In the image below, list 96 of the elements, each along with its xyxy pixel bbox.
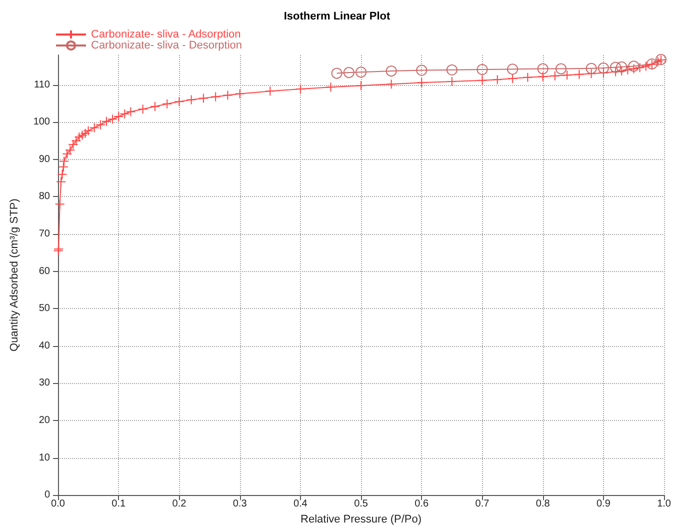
x-tick-label: 0.6 — [414, 498, 430, 510]
point — [610, 62, 622, 73]
point — [652, 56, 663, 67]
legend-label: Carbonizate- sliva - Desorption — [91, 40, 242, 52]
point — [538, 72, 548, 82]
point — [114, 112, 124, 122]
y-tick-label: 10 — [38, 452, 50, 464]
point — [174, 96, 184, 107]
point — [356, 66, 367, 78]
point — [522, 72, 533, 82]
point — [326, 82, 336, 92]
y-tick-label: 80 — [38, 191, 50, 202]
point — [628, 60, 640, 72]
point — [492, 74, 502, 85]
x-tick-label: 0.7 — [475, 498, 490, 510]
point — [59, 156, 70, 166]
y-tick-label: 40 — [38, 340, 50, 352]
x-tick-label: 0.8 — [536, 498, 550, 510]
chart-title: Isotherm Linear Plot — [284, 10, 391, 22]
x-tick-label: 0.9 — [596, 498, 611, 510]
point — [58, 162, 68, 172]
point — [616, 66, 627, 76]
point — [222, 90, 233, 100]
point — [265, 86, 276, 96]
point — [331, 68, 342, 79]
y-tick-label: 20 — [38, 415, 50, 426]
point — [150, 101, 160, 112]
legend-label: Carbonizate- sliva - Adsorption — [91, 28, 241, 40]
point — [416, 78, 427, 88]
y-axis-title: Quantity Adsorbed (cm³/g STP) — [8, 198, 20, 352]
point — [62, 148, 72, 159]
point — [343, 67, 354, 78]
point — [234, 88, 245, 99]
point — [628, 64, 639, 74]
point — [556, 63, 567, 74]
point — [108, 114, 118, 124]
point — [83, 126, 94, 136]
y-tick-label: 30 — [38, 378, 50, 389]
point — [95, 120, 106, 130]
y-tick-label: 100 — [33, 116, 50, 128]
x-tick-label: 0.5 — [354, 498, 368, 510]
point — [416, 64, 428, 76]
point — [120, 108, 130, 119]
point — [126, 106, 136, 117]
y-tick-label: 90 — [38, 154, 50, 165]
point — [356, 80, 366, 91]
point — [507, 64, 518, 75]
x-axis-title: Relative Pressure (P/Po) — [300, 514, 422, 526]
point — [574, 69, 584, 80]
x-tick-label: 0.3 — [232, 498, 248, 510]
point — [550, 70, 560, 81]
point — [598, 68, 608, 78]
point — [65, 145, 76, 156]
point — [640, 61, 651, 72]
point — [68, 140, 78, 150]
x-tick-label: 0.2 — [172, 498, 187, 510]
point — [74, 132, 84, 142]
point — [295, 84, 306, 94]
point — [586, 62, 597, 74]
point — [56, 176, 66, 187]
point — [77, 130, 88, 140]
point — [476, 64, 488, 76]
point — [537, 63, 548, 74]
point — [198, 93, 208, 104]
point — [508, 73, 518, 84]
point — [477, 75, 488, 86]
point — [162, 98, 172, 109]
point — [71, 136, 82, 146]
point — [138, 104, 148, 114]
point — [634, 62, 645, 73]
y-tick-label: 70 — [38, 228, 50, 240]
point — [616, 61, 628, 72]
x-tick-label: 0.4 — [293, 498, 308, 510]
point — [598, 62, 609, 74]
point — [562, 70, 572, 80]
point — [622, 64, 633, 75]
x-tick-label: 0.0 — [51, 498, 66, 510]
point — [210, 92, 221, 102]
point — [89, 122, 100, 133]
point — [446, 64, 458, 76]
point — [186, 94, 196, 105]
x-tick-label: 1.0 — [657, 498, 672, 510]
point — [386, 79, 396, 90]
y-tick-label: 110 — [34, 79, 50, 90]
x-tick-label: 0.1 — [112, 498, 126, 510]
point — [101, 116, 112, 126]
point — [586, 68, 596, 79]
point — [80, 128, 90, 138]
point — [610, 66, 621, 77]
point — [386, 66, 397, 77]
point — [57, 169, 68, 180]
y-tick-label: 0 — [44, 490, 50, 501]
point — [446, 76, 457, 86]
y-tick-label: 50 — [38, 303, 50, 314]
point — [54, 199, 65, 210]
y-tick-label: 60 — [38, 266, 50, 277]
